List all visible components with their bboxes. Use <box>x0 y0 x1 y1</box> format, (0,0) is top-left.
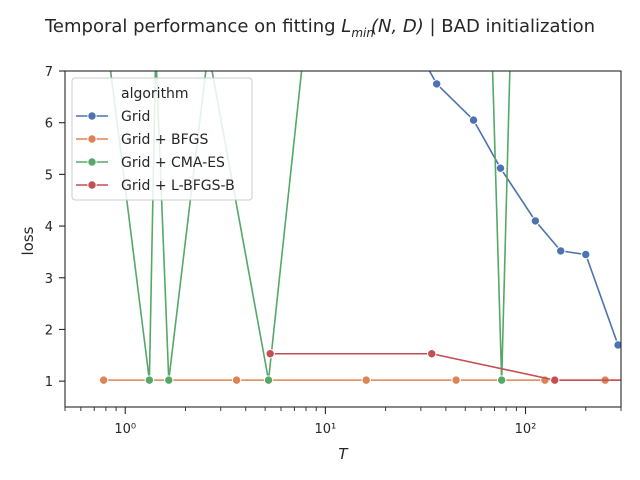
series-line-3 <box>270 352 621 381</box>
y-tick-label: 4 <box>45 220 53 235</box>
series-0-point <box>432 79 442 89</box>
legend-box <box>71 77 253 201</box>
series-0-point <box>613 340 621 350</box>
y-tick-label: 6 <box>45 117 53 132</box>
y-tick-label: 5 <box>45 168 53 183</box>
series-3-point <box>265 349 275 359</box>
series-0-point <box>495 163 506 173</box>
series-2-point <box>144 375 155 385</box>
series-0-point <box>581 249 591 260</box>
x-axis-label: T <box>338 445 349 463</box>
x-tick-label: 10² <box>515 422 537 437</box>
series-1-point <box>361 375 371 385</box>
y-tick-label: 3 <box>45 272 53 287</box>
legend-entry: Grid + L-BFGS-B <box>121 178 235 194</box>
legend-entry: Grid + CMA-ES <box>121 155 225 171</box>
series-line-2 <box>109 71 511 381</box>
series-1-point <box>231 375 242 385</box>
legend-marker <box>87 134 97 144</box>
series-0-point <box>530 216 541 226</box>
y-axis-label: loss <box>19 226 37 255</box>
series-0-point <box>556 246 566 256</box>
y-tick-label: 2 <box>45 323 53 338</box>
legend-title: algorithm <box>121 86 189 102</box>
series-2-point <box>164 375 174 385</box>
series-2-point <box>496 375 507 385</box>
series-line-0 <box>428 71 619 346</box>
series-1-point <box>98 375 109 385</box>
x-tick-label: 10¹ <box>314 422 336 437</box>
series-3-point <box>427 349 437 359</box>
legend-marker <box>87 157 97 167</box>
series-0-point <box>468 115 479 125</box>
legend-marker <box>87 180 97 190</box>
chart-title: Temporal performance on fitting Lmin(N, … <box>44 16 595 40</box>
axes: 1 2 3 4 5 6 7 10⁰ 10¹ 10² <box>45 65 622 437</box>
legend-entry: Grid + BFGS <box>121 132 209 148</box>
y-tick-label: 1 <box>45 375 53 390</box>
x-tick-label: 10⁰ <box>114 422 136 437</box>
y-tick-label: 7 <box>45 65 53 80</box>
series-1-point <box>451 375 461 385</box>
series-2-point <box>263 375 274 385</box>
plot-frame <box>64 70 622 408</box>
legend: algorithm Grid Grid + BFGS Grid + CMA-ES Gri… <box>71 77 253 201</box>
series-layer <box>98 71 621 385</box>
legend-marker <box>87 111 97 121</box>
series-3-point <box>550 375 560 385</box>
legend-entry: Grid <box>121 109 150 125</box>
